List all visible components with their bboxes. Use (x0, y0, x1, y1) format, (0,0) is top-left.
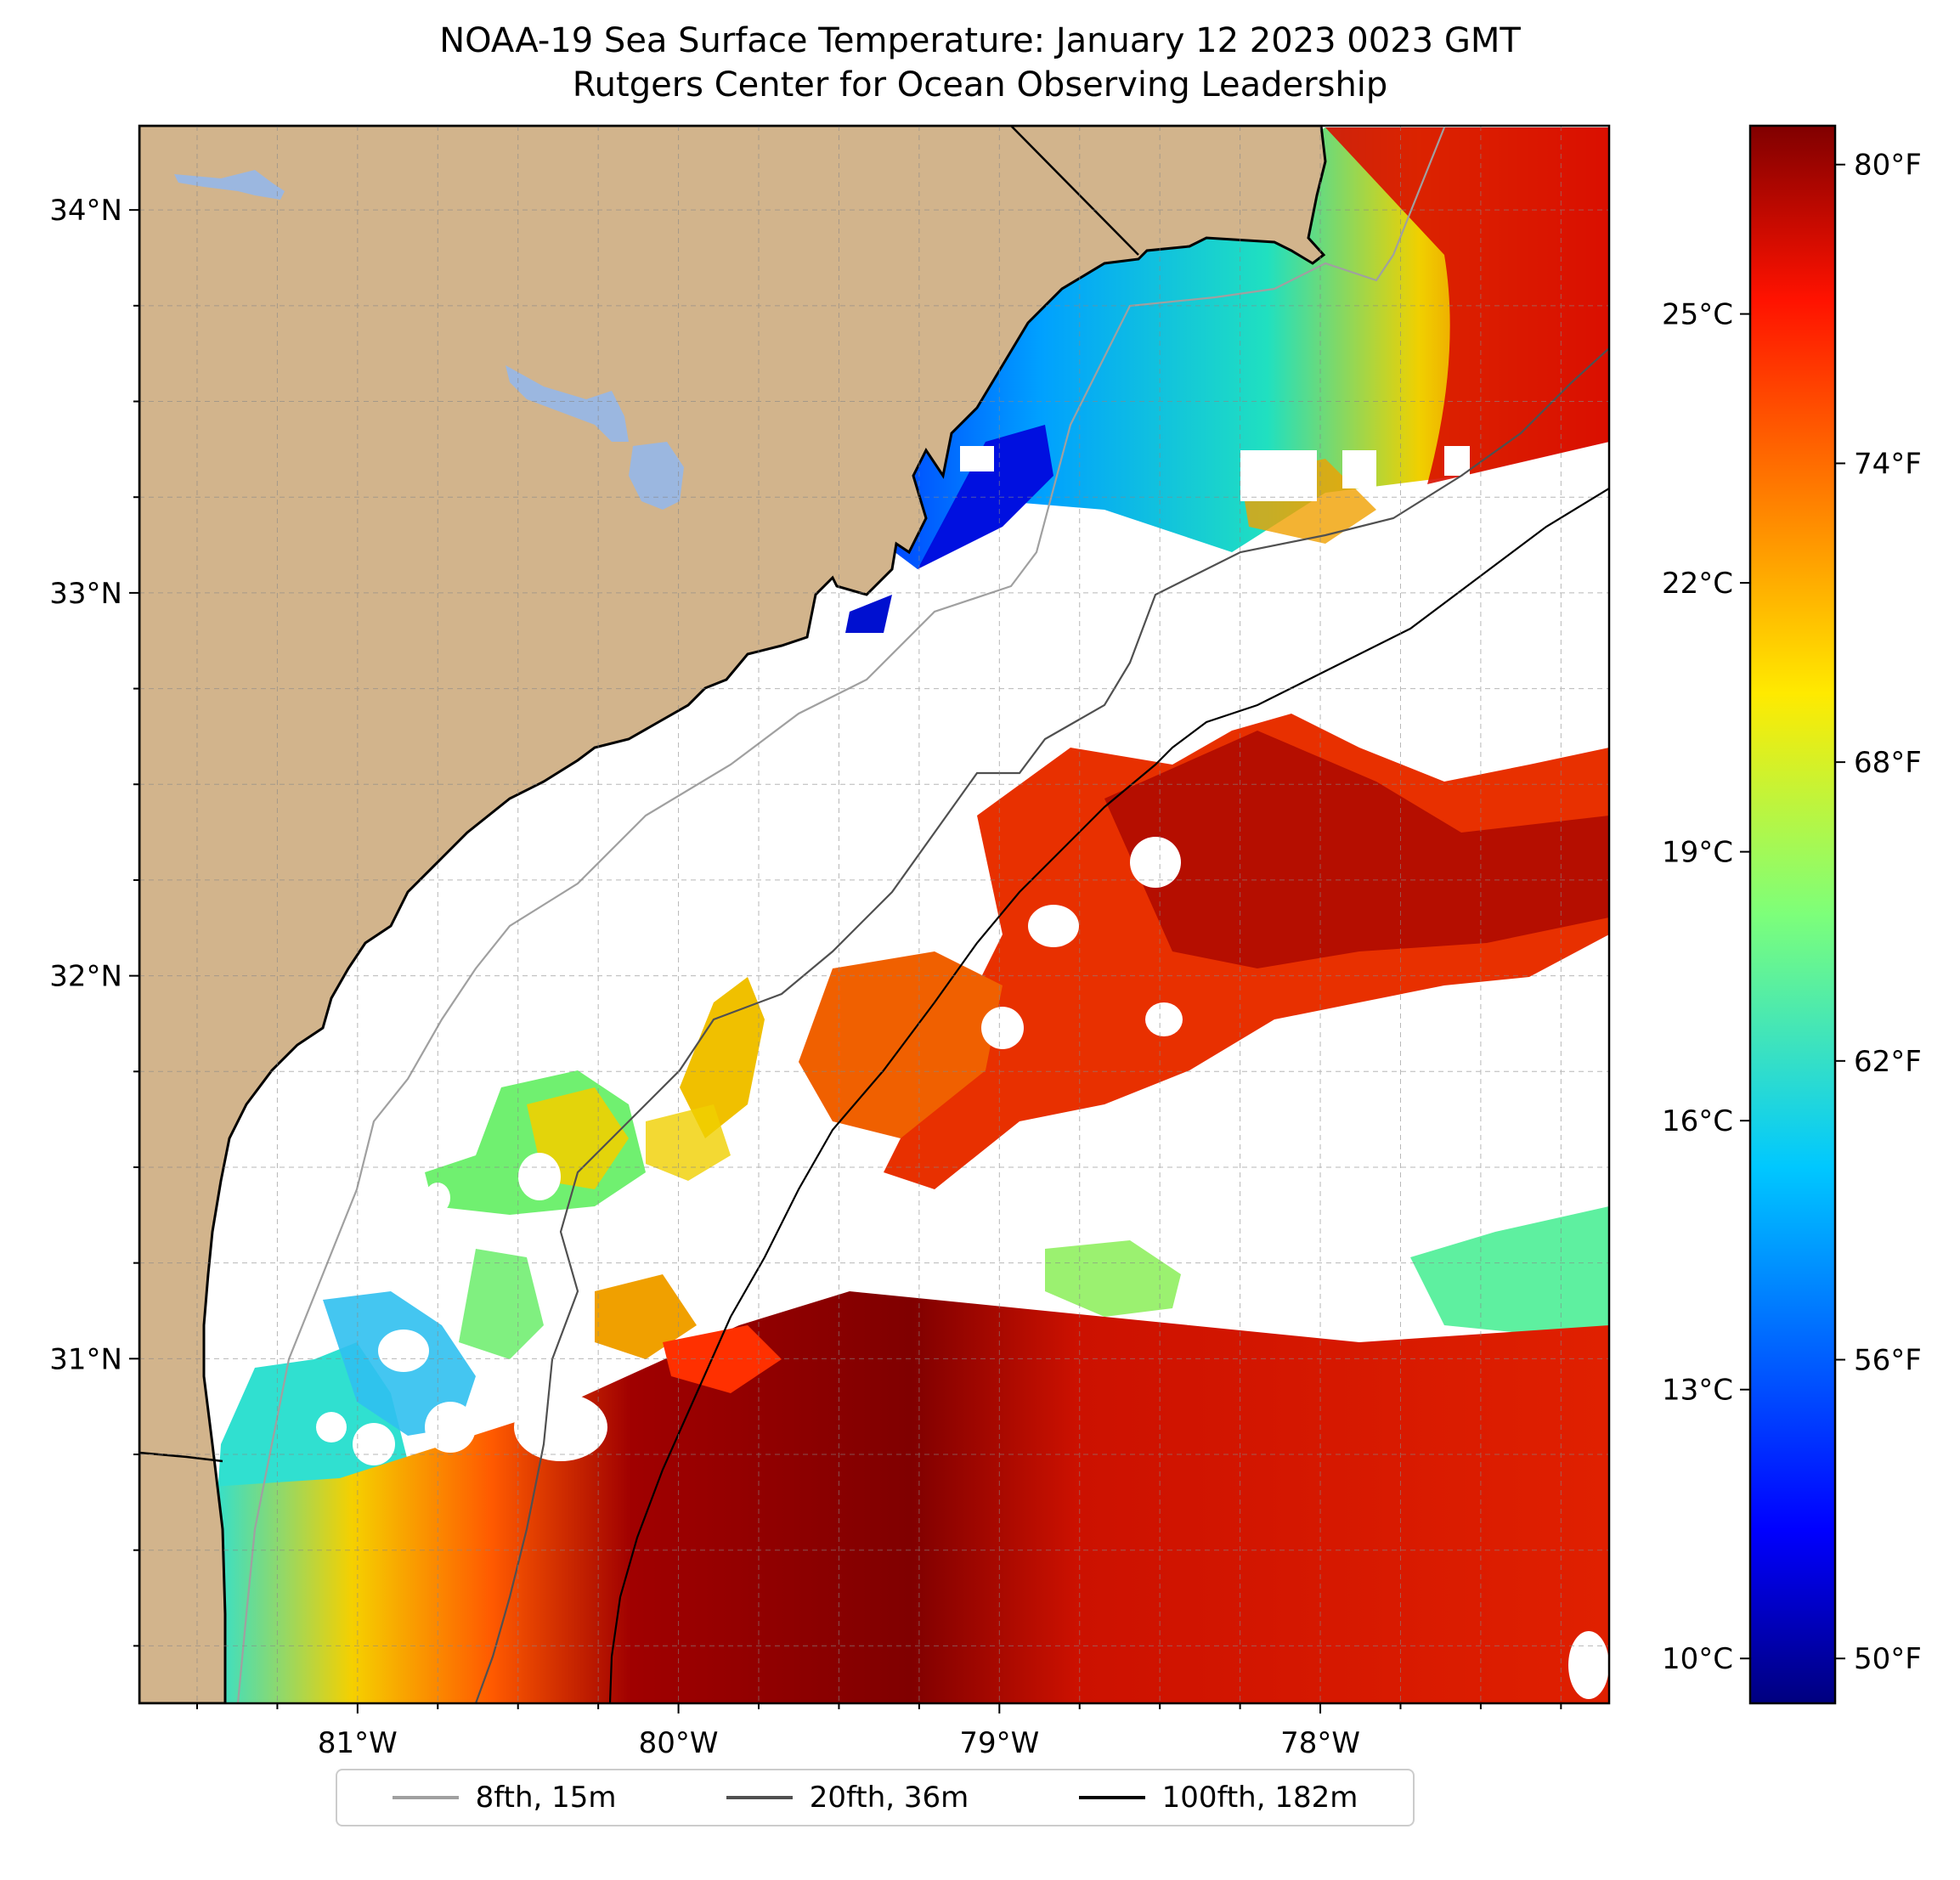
lat-tick-label: 32°N (49, 960, 122, 994)
fahrenheit-tick-label: 80°F (1854, 149, 1922, 183)
legend-swatch-20fth (726, 1796, 793, 1799)
south-border (139, 1451, 223, 1463)
colorbar-fahrenheit-axis: 80°F 74°F 68°F 62°F 56°F 50°F (1835, 149, 1922, 1676)
isobath-legend: 8fth, 15m 20fth, 36m 100fth, 182m (336, 1769, 1415, 1826)
fahrenheit-tick-label: 62°F (1854, 1045, 1922, 1079)
north-lake (174, 170, 285, 200)
lat-tick-label: 34°N (49, 194, 122, 228)
fahrenheit-tick-label: 50°F (1854, 1642, 1922, 1676)
land-mass (139, 126, 1327, 1703)
latitude-axis: 34°N 33°N 32°N 31°N (49, 194, 139, 1647)
legend-entry-8fth: 8fth, 15m (392, 1781, 617, 1815)
lat-tick-label: 33°N (49, 577, 122, 611)
map-frame (138, 124, 1611, 1705)
longitude-axis: 81°W 80°W 79°W 78°W (195, 1703, 1562, 1760)
lon-tick-label: 80°W (639, 1726, 719, 1760)
graticule (139, 126, 1609, 1703)
chart-subtitle: Rutgers Center for Ocean Observing Leade… (572, 65, 1388, 104)
legend-label-20fth: 20fth, 36m (809, 1781, 969, 1815)
celsius-tick-label: 25°C (1662, 298, 1733, 332)
legend-swatch-100fth (1078, 1796, 1145, 1799)
lon-tick-label: 78°W (1280, 1726, 1360, 1760)
colorbar: 25°C 22°C 19°C 16°C 13°C 10°C 80°F 74°F 68°F 62°… (1662, 124, 1922, 1705)
fahrenheit-tick-label: 74°F (1854, 447, 1922, 481)
fahrenheit-tick-label: 68°F (1854, 746, 1922, 780)
colorbar-gradient (1748, 124, 1837, 1705)
celsius-tick-label: 22°C (1662, 567, 1733, 601)
lake-marion (506, 365, 629, 442)
celsius-tick-label: 16°C (1662, 1104, 1733, 1138)
legend-entry-20fth: 20fth, 36m (726, 1781, 969, 1815)
legend-entry-100fth: 100fth, 182m (1078, 1781, 1358, 1815)
fahrenheit-tick-label: 56°F (1854, 1344, 1922, 1378)
celsius-tick-label: 13°C (1662, 1374, 1733, 1408)
isobath-20fth (474, 347, 1609, 1703)
sst-field (212, 127, 1609, 1703)
lon-tick-label: 79°W (959, 1726, 1039, 1760)
state-border (1010, 126, 1139, 256)
legend-label-100fth: 100fth, 182m (1161, 1781, 1358, 1815)
chart-title: NOAA-19 Sea Surface Temperature: January… (439, 21, 1521, 60)
isobath-8fth (236, 127, 1446, 1703)
celsius-tick-label: 19°C (1662, 836, 1733, 870)
lon-tick-label: 81°W (318, 1726, 398, 1760)
legend-label-8fth: 8fth, 15m (475, 1781, 617, 1815)
map-plot-area (139, 126, 1609, 1703)
lake-moultrie (629, 442, 684, 510)
legend-swatch-8fth (392, 1796, 459, 1799)
chart-title-block: NOAA-19 Sea Surface Temperature: January… (0, 19, 1960, 107)
no-data-holes (316, 446, 1609, 1699)
isobath-100fth (608, 488, 1609, 1703)
celsius-tick-label: 10°C (1662, 1642, 1733, 1676)
colorbar-celsius-axis: 25°C 22°C 19°C 16°C 13°C 10°C (1662, 298, 1750, 1676)
lat-tick-label: 31°N (49, 1342, 122, 1376)
